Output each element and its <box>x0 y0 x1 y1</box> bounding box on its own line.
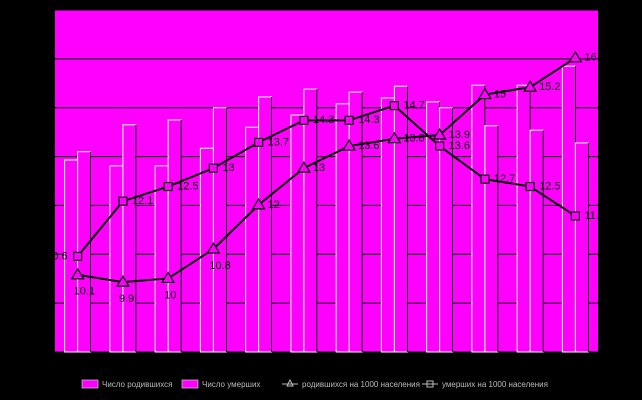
data-label: 13.9 <box>449 129 470 141</box>
bar <box>393 85 408 353</box>
data-label: 12.5 <box>177 180 198 192</box>
marker-triangle <box>477 87 492 100</box>
marker-square <box>435 141 445 151</box>
legend-swatch <box>181 379 199 389</box>
data-label: 13.7 <box>268 136 289 148</box>
legend-label: Число умерших <box>202 380 260 389</box>
data-label: 13 <box>313 162 325 174</box>
marker-triangle <box>432 127 447 140</box>
data-label: 15 <box>494 88 506 100</box>
marker-square <box>73 251 83 261</box>
marker-triangle <box>251 197 266 210</box>
data-label: 10.8 <box>209 260 230 272</box>
marker-square <box>389 101 399 111</box>
data-label: 12.1 <box>132 195 153 207</box>
bar <box>574 142 589 353</box>
marker-square <box>118 196 128 206</box>
marker-triangle <box>387 131 402 144</box>
line <box>76 104 576 258</box>
data-label: 11.7 <box>584 210 605 222</box>
bar <box>529 129 544 353</box>
bar <box>167 119 182 353</box>
data-label: 14.7 <box>403 100 424 112</box>
bar <box>109 165 124 353</box>
data-label: 12.5 <box>539 180 560 192</box>
marker-square <box>525 181 535 192</box>
bar <box>471 84 486 353</box>
marker-square <box>344 115 354 125</box>
legend-marker <box>426 380 434 388</box>
marker-triangle <box>523 80 538 92</box>
marker-square <box>163 181 173 192</box>
data-label: 13.6 <box>449 140 470 152</box>
bar <box>212 107 227 353</box>
data-label: 9.9 <box>119 293 134 305</box>
data-label: 10 <box>164 289 176 301</box>
marker-triangle <box>161 271 176 284</box>
data-label: 14.3 <box>358 114 379 126</box>
legend-label: Число родившихся <box>102 380 172 389</box>
bar <box>122 124 137 353</box>
marker-square <box>254 137 264 147</box>
marker-triangle <box>342 138 357 151</box>
plot-area <box>55 10 598 352</box>
bar <box>484 125 499 353</box>
bar <box>303 88 318 353</box>
marker-triangle <box>115 274 130 287</box>
data-label: 10.1 <box>74 286 95 298</box>
marker-square <box>299 115 309 125</box>
data-label: 13.6 <box>358 140 379 152</box>
bar <box>348 91 363 353</box>
bar <box>154 165 169 353</box>
legend-swatch <box>81 379 99 389</box>
legend-label: родившихся на 1000 населения <box>302 380 420 389</box>
data-label: 14.3 <box>313 114 334 126</box>
legend-label: умерших на 1000 населения <box>442 380 548 389</box>
data-label: 12.7 <box>494 173 515 185</box>
data-label: 16 <box>584 52 596 64</box>
data-label: 13.8 <box>403 133 424 145</box>
data-label: 15.2 <box>539 81 560 93</box>
marker-square <box>208 163 218 173</box>
legend-marker <box>286 378 294 387</box>
marker-triangle <box>70 267 85 280</box>
legend: Число родившихся Число умерших родившихся … <box>81 378 548 389</box>
bar <box>245 126 260 353</box>
data-label: 12 <box>268 199 280 211</box>
marker-square <box>570 211 580 221</box>
bar <box>516 84 531 353</box>
bar <box>290 114 305 353</box>
data-label: 10.6 <box>46 250 67 262</box>
data-label: 13 <box>222 162 234 174</box>
marker-triangle <box>568 50 583 63</box>
marker-square <box>480 174 490 184</box>
bar <box>335 103 350 353</box>
marker-triangle <box>296 160 311 173</box>
marker-triangle <box>206 241 221 254</box>
line <box>77 56 576 284</box>
bar <box>258 96 273 353</box>
